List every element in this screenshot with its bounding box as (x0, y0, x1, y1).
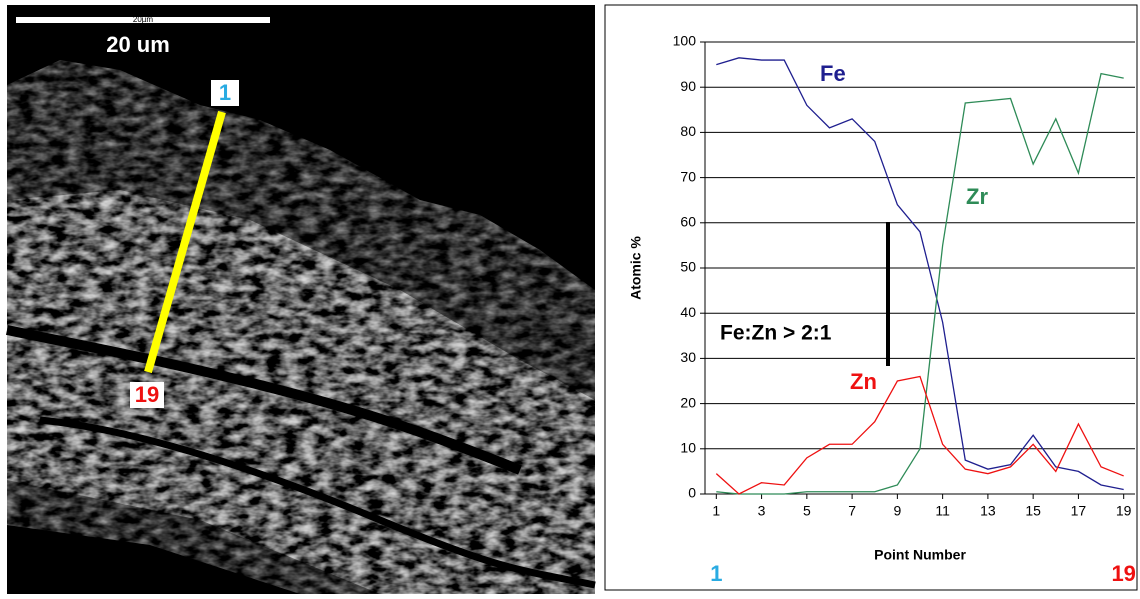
series-label: Zn (850, 369, 877, 394)
scale-small: 20µm (133, 15, 154, 24)
series-line (715, 375, 1124, 495)
end-annotation: 19 (1111, 561, 1135, 586)
start-label: 1 (219, 80, 231, 105)
y-tick-label: 0 (688, 485, 696, 501)
y-tick-label: 40 (680, 304, 696, 320)
x-tick-label: 3 (758, 503, 766, 519)
y-tick-label: 60 (680, 214, 696, 230)
y-tick-label: 10 (680, 440, 696, 456)
series-label: Fe (820, 61, 846, 86)
x-tick-label: 11 (935, 503, 950, 519)
end-label: 19 (135, 382, 159, 407)
x-tick-label: 17 (1071, 503, 1087, 519)
x-tick-label: 9 (893, 503, 901, 519)
y-tick-label: 70 (680, 168, 696, 184)
x-tick-label: 15 (1025, 503, 1041, 519)
x-tick-label: 5 (803, 503, 811, 519)
series-line (716, 57, 1124, 491)
y-axis-label: Atomic % (628, 236, 644, 300)
y-tick-label: 80 (680, 123, 696, 139)
scale-label: 20 um (106, 32, 170, 57)
y-tick-label: 50 (680, 259, 696, 275)
x-tick-label: 13 (980, 503, 996, 519)
chart-frame (604, 4, 1138, 591)
x-tick-label: 19 (1116, 503, 1132, 519)
y-tick-label: 30 (680, 349, 696, 365)
x-axis-label: Point Number (874, 547, 966, 563)
sem-image: 20µm 20 um 1 19 (5, 5, 596, 594)
series-line (716, 72, 1124, 495)
series-label: Zr (966, 184, 988, 209)
annotation: Fe:Zn > 2:1 (720, 322, 832, 345)
x-tick-label: 7 (848, 503, 856, 519)
y-tick-label: 20 (680, 394, 696, 410)
x-tick-label: 1 (712, 503, 720, 519)
start-annotation: 1 (710, 561, 722, 586)
y-tick-label: 100 (673, 33, 697, 49)
y-tick-label: 90 (680, 78, 696, 94)
